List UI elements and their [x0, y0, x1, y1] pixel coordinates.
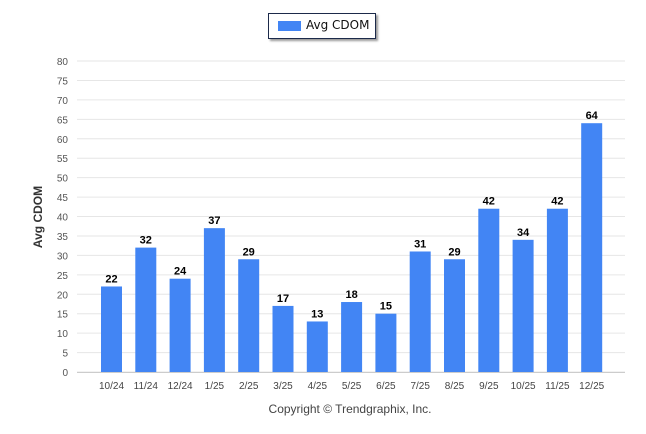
bar: [135, 247, 157, 372]
y-tick-label: 70: [57, 96, 69, 107]
legend: Avg CDOM: [268, 13, 376, 39]
x-tick-label: 9/25: [479, 381, 499, 392]
x-tick-label: 10/24: [99, 381, 124, 392]
y-tick-label: 55: [57, 154, 69, 165]
data-label: 13: [311, 308, 323, 320]
y-tick-label: 50: [57, 174, 69, 185]
x-tick-label: 7/25: [410, 381, 430, 392]
data-label: 29: [448, 246, 460, 258]
y-tick-label: 35: [57, 232, 69, 243]
x-tick-label: 2/25: [239, 381, 259, 392]
data-label: 15: [380, 301, 392, 313]
bar: [238, 259, 260, 372]
data-label: 17: [277, 293, 289, 305]
x-tick-label: 1/25: [205, 381, 225, 392]
y-tick-label: 60: [57, 135, 69, 146]
data-label: 32: [140, 235, 152, 247]
bar: [203, 228, 225, 372]
y-tick-label: 40: [57, 213, 69, 224]
bar: [478, 208, 500, 372]
data-label: 18: [345, 289, 357, 301]
y-tick-label: 20: [57, 290, 69, 301]
x-tick-label: 10/25: [511, 381, 536, 392]
data-label: 22: [105, 273, 117, 285]
y-tick-label: 80: [57, 57, 69, 68]
bar: [444, 259, 465, 372]
x-tick-label: 11/24: [134, 381, 159, 392]
data-label: 24: [174, 266, 187, 278]
y-tick-label: 45: [57, 193, 69, 204]
bar: [272, 305, 294, 372]
bar: [546, 208, 568, 372]
x-tick-label: 12/24: [168, 381, 193, 392]
y-tick-label: 75: [57, 76, 69, 87]
x-tick-label: 6/25: [376, 381, 396, 392]
legend-label: Avg CDOM: [306, 18, 370, 32]
bar: [306, 321, 328, 372]
y-tick-label: 5: [62, 349, 68, 360]
x-tick-label: 3/25: [273, 381, 293, 392]
data-label: 31: [414, 238, 426, 250]
x-tick-label: 5/25: [342, 381, 362, 392]
bar: [101, 286, 122, 372]
bar: [169, 278, 191, 372]
data-label: 42: [483, 196, 495, 208]
x-tick-label: 4/25: [308, 381, 328, 392]
data-label: 42: [551, 196, 563, 208]
y-tick-label: 25: [57, 271, 69, 282]
y-tick-label: 10: [57, 329, 69, 340]
y-tick-label: 0: [62, 368, 68, 379]
y-axis-title: Avg CDOM: [31, 186, 45, 248]
legend-swatch: [278, 21, 301, 31]
bar: [341, 302, 363, 372]
x-tick-label: 8/25: [445, 381, 465, 392]
data-label: 34: [517, 227, 530, 239]
bar: [512, 239, 534, 372]
data-label: 37: [208, 215, 220, 227]
x-tick-label: 12/25: [579, 381, 604, 392]
bar: [375, 313, 397, 372]
bar: [409, 251, 431, 372]
copyright-footer: Copyright © Trendgraphix, Inc.: [269, 402, 432, 416]
data-label: 64: [586, 110, 599, 122]
bar: [581, 123, 603, 372]
y-tick-label: 15: [57, 310, 69, 321]
data-label: 29: [243, 246, 255, 258]
x-tick-label: 11/25: [545, 381, 570, 392]
y-tick-label: 30: [57, 251, 69, 262]
y-tick-label: 65: [57, 115, 69, 126]
